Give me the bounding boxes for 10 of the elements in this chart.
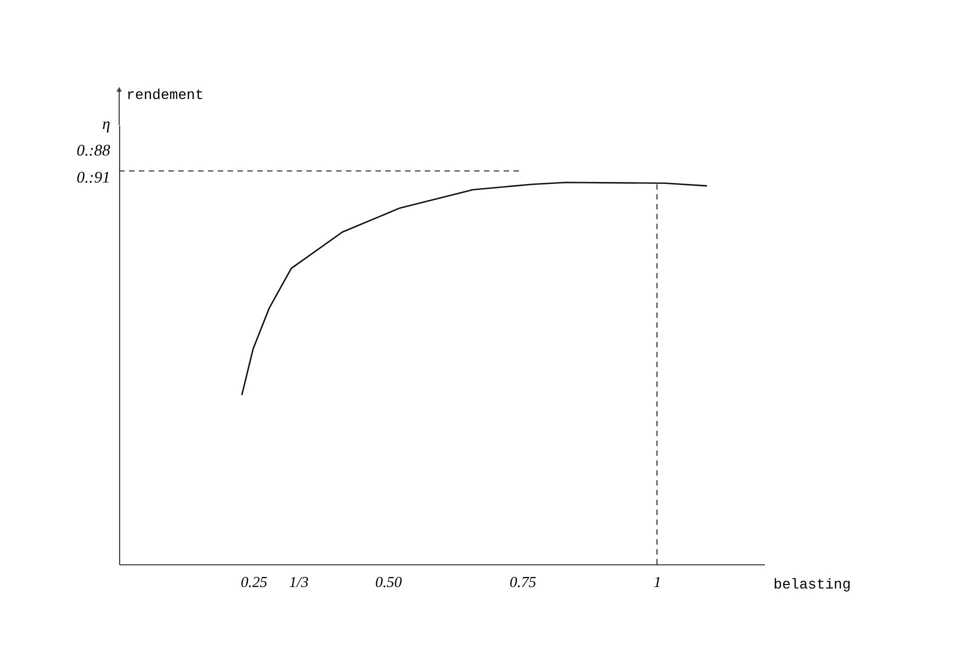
x-tick-label: 1: [654, 574, 662, 592]
x-tick-label: 0.75: [510, 574, 537, 592]
x-tick-label: 1/3: [289, 574, 309, 592]
text: η: [102, 116, 110, 133]
x-tick-label: 0.25: [240, 574, 268, 592]
text: 0.:88: [76, 142, 110, 160]
text: 0.:91: [76, 170, 110, 187]
x-axis-title: belasting: [773, 578, 851, 594]
text: rendement: [126, 88, 204, 104]
x-tick-label: 0.50: [375, 574, 402, 592]
